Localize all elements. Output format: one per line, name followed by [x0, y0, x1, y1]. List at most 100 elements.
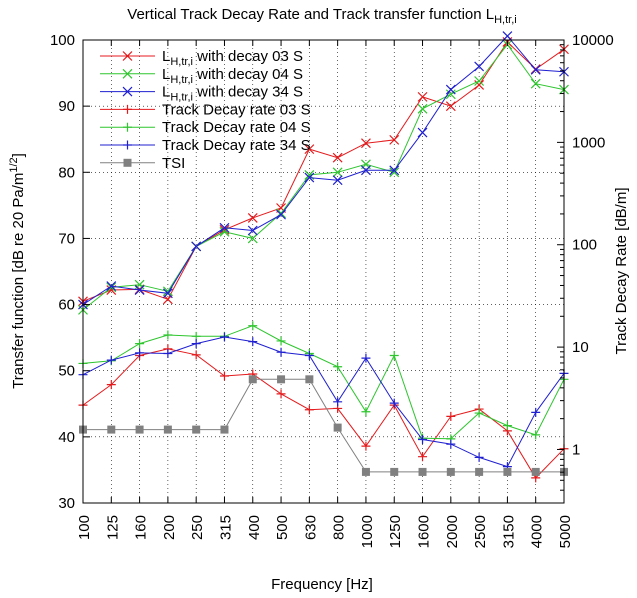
data-point: [361, 165, 371, 176]
data-point: [135, 339, 145, 349]
series-line: [82, 43, 565, 311]
data-point: [361, 353, 371, 363]
x-tick-label: 400: [246, 515, 263, 540]
data-point: [332, 152, 343, 163]
legend-label: TSI: [162, 155, 185, 172]
series-line: [82, 348, 565, 479]
data-point: [248, 337, 258, 347]
chart-title: Vertical Track Decay Rate and Track tran…: [127, 6, 516, 26]
legend-marker: [123, 140, 132, 150]
data-point: [418, 435, 428, 445]
y-tick-label: 70: [58, 230, 75, 247]
data-point: [503, 467, 512, 476]
data-point: [332, 175, 343, 186]
data-point: [445, 84, 456, 95]
series-layer: [78, 31, 569, 483]
y-tick-label: 30: [58, 495, 75, 512]
data-point: [162, 288, 173, 299]
legend-marker: [122, 86, 133, 97]
data-point: [163, 349, 173, 359]
data-point: [332, 167, 343, 178]
data-point: [163, 330, 173, 340]
data-point: [531, 407, 541, 417]
data-point: [333, 362, 343, 372]
data-point: [361, 138, 371, 149]
x-tick-label: 1600: [416, 515, 433, 548]
data-point: [333, 397, 343, 407]
y-tick-label: 40: [58, 429, 75, 446]
data-point: [191, 241, 202, 252]
data-point: [276, 336, 286, 346]
legend-label: LH,tr,i with decay 03 S: [162, 48, 303, 68]
legend-label: Track Decay rate 04 S: [162, 119, 311, 136]
y2-tick-label: 10000: [572, 32, 614, 49]
data-point: [135, 348, 145, 358]
x-axis-label: Frequency [Hz]: [271, 576, 373, 593]
plot-frame: [82, 39, 565, 504]
series-line: [82, 336, 565, 468]
y-tick-label: 90: [58, 98, 75, 115]
y-tick-label: 50: [58, 363, 75, 380]
data-point: [106, 380, 116, 390]
data-point: [417, 103, 428, 114]
x-tick-label: 3150: [500, 515, 517, 548]
data-point: [192, 425, 201, 434]
y2-axis-label: Track Decay Rate [dB/m]: [613, 188, 630, 355]
data-point: [191, 350, 201, 360]
data-point: [531, 430, 541, 440]
data-point: [134, 285, 145, 295]
data-point: [474, 61, 485, 72]
x-tick-label: 200: [161, 515, 178, 540]
x-tick-label: 2500: [472, 515, 489, 548]
x-tick-label: 100: [76, 515, 93, 540]
data-point: [304, 144, 315, 155]
legend-marker: [123, 158, 132, 167]
x-tick-label: 800: [331, 515, 348, 540]
data-point: [390, 467, 399, 476]
data-point: [418, 452, 428, 462]
data-point: [106, 355, 116, 365]
y-tick-label: 80: [58, 164, 75, 181]
y-axis-label: Transfer function [dB re 20 Pa/m1/2]: [8, 153, 27, 389]
data-point: [248, 321, 258, 331]
x-tick-label: 250: [189, 515, 206, 540]
data-point: [475, 467, 484, 476]
data-point: [361, 441, 371, 451]
x-tick-label: 315: [217, 515, 234, 540]
axes: 100 125 160 200 250 315 400 500 630 800 1000 1250 16…: [50, 32, 614, 548]
legend-marker: [122, 68, 133, 79]
data-point: [276, 209, 286, 220]
data-point: [361, 407, 371, 417]
data-point: [106, 281, 117, 291]
data-point: [305, 375, 314, 384]
x-tick-label: 125: [104, 515, 121, 540]
data-point: [446, 439, 456, 449]
data-point: [135, 425, 144, 434]
legend-label: Track Decay rate 03 S: [162, 101, 311, 118]
grid: [83, 40, 564, 503]
legend-marker: [123, 104, 132, 114]
data-point: [361, 467, 370, 476]
series-line: [82, 41, 565, 302]
x-tick-label: 1250: [387, 515, 404, 548]
data-point: [106, 282, 117, 293]
legend: LH,tr,i with decay 03 SLH,tr,i with deca…: [100, 48, 311, 172]
data-point: [247, 225, 258, 236]
data-point: [277, 375, 286, 384]
data-point: [530, 78, 541, 89]
legend-label: LH,tr,i with decay 04 S: [162, 66, 303, 86]
y-tick-label: 60: [58, 297, 75, 314]
data-point: [531, 467, 540, 476]
data-point: [389, 351, 399, 361]
data-point: [502, 31, 513, 41]
data-point: [163, 425, 172, 434]
data-point: [389, 165, 400, 176]
data-point: [474, 76, 485, 86]
y-tick-label: 100: [50, 32, 75, 49]
data-point: [333, 423, 342, 432]
series-line: [82, 35, 565, 306]
x-tick-label: 5000: [557, 515, 574, 548]
data-point: [276, 347, 286, 357]
data-point: [247, 212, 258, 223]
